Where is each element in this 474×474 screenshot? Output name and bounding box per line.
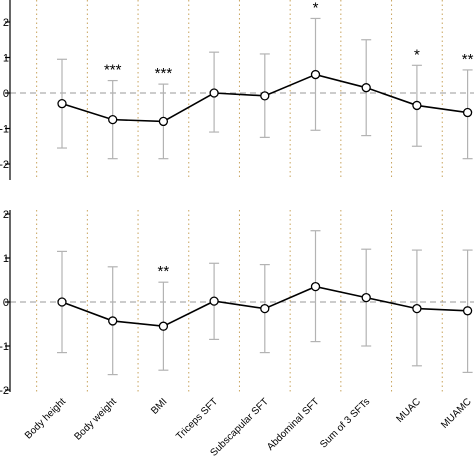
bottom-panel: -2 -1 0 1 2 **: [0, 209, 474, 397]
category-label: Sum of 3 SFTs: [318, 396, 372, 450]
data-point: [57, 297, 67, 307]
category-label: Abdominal SFT: [265, 396, 322, 453]
data-point: [260, 91, 270, 101]
data-point: [310, 69, 321, 80]
data-point: [158, 116, 169, 127]
category-labels: Body height Body weight BMI Triceps SFTSubs…: [23, 396, 474, 459]
category-label: Triceps SFT: [174, 396, 220, 442]
y-tick-label: -2: [0, 385, 9, 397]
data-point: [209, 296, 219, 306]
y-tick-label: -2: [0, 159, 9, 171]
data-point: [158, 321, 169, 331]
significance-label: **: [462, 51, 474, 68]
significance-label: ***: [104, 62, 122, 79]
data-point: [412, 303, 422, 314]
y-tick-label: 2: [3, 209, 9, 221]
data-point: [209, 88, 219, 98]
y-tick-label: 0: [3, 297, 9, 309]
y-tick-label: 2: [3, 17, 9, 29]
significance-label: *: [313, 0, 319, 16]
y-tick-label: -1: [0, 341, 9, 353]
data-point: [361, 292, 371, 303]
category-label: Body weight: [73, 396, 119, 442]
data-point: [108, 316, 118, 326]
y-tick-label: 0: [3, 88, 9, 100]
data-point: [310, 281, 321, 292]
data-point: [57, 99, 67, 109]
category-label: MUAC: [394, 396, 423, 425]
significance-label: *: [414, 46, 420, 63]
data-point: [462, 306, 473, 316]
data-point: [412, 100, 422, 111]
category-label: MUAMC: [439, 396, 473, 430]
category-label: Body height: [23, 396, 68, 441]
y-tick-label: 1: [3, 253, 9, 265]
y-tick-label: 1: [3, 53, 9, 65]
data-point: [462, 107, 473, 118]
data-point: [260, 303, 270, 314]
y-tick-label: -1: [0, 124, 9, 136]
data-point: [108, 114, 118, 125]
significance-label: ***: [155, 65, 173, 82]
category-label: BMI: [149, 396, 169, 416]
data-point: [361, 83, 371, 93]
significance-label: **: [158, 263, 170, 280]
